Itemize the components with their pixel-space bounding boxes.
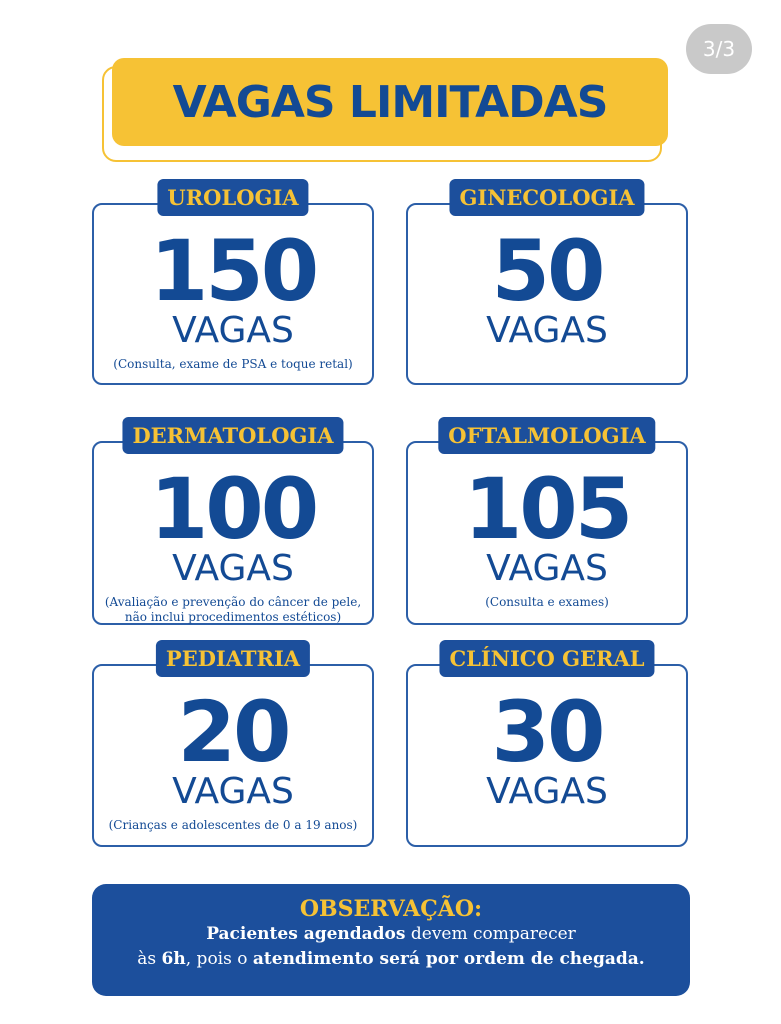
text-run: , pois o [185,949,253,969]
specialty-label: DERMATOLOGIA [122,417,344,454]
note-line: (Consulta e exames) [485,595,609,609]
text-run: Pacientes agendados [206,924,406,944]
specialty-label: CLÍNICO GERAL [439,640,655,677]
specialty-label: OFTALMOLOGIA [438,417,656,454]
specialty-label: PEDIATRIA [155,640,311,677]
text-run: 6h [161,949,186,969]
vacancy-count: 150 [149,222,319,320]
title: VAGAS LIMITADAS [112,58,668,146]
card: OFTALMOLOGIA 105 VAGAS (Consulta e exames) [406,417,688,625]
vacancy-count: 20 [177,683,292,781]
card-note: (Crianças e adolescentes de 0 a 19 anos) [94,818,372,833]
note-line: (Crianças e adolescentes de 0 a 19 anos) [108,818,358,832]
specialty-label: GINECOLOGIA [449,179,645,216]
vacancy-unit: VAGAS [172,310,294,351]
note-line: não inclui procedimentos estéticos) [124,610,342,624]
observation-title: OBSERVAÇÃO: [299,896,483,922]
vacancy-unit: VAGAS [486,548,608,589]
vacancy-unit: VAGAS [172,771,294,812]
vacancy-unit: VAGAS [486,771,608,812]
vacancy-unit: VAGAS [172,548,294,589]
card-note: (Avaliação e prevenção do câncer de pele… [94,595,372,625]
text-run: atendimento será por ordem de chegada. [252,949,645,969]
card: DERMATOLOGIA 100 VAGAS (Avaliação e prevenç… [92,417,374,625]
note-line: (Consulta, exame de PSA e toque retal) [113,357,353,371]
note-line: (Avaliação e prevenção do câncer de pele… [104,595,362,609]
vacancy-count: 100 [149,460,319,558]
card: PEDIATRIA 20 VAGAS (Crianças e adolescentes… [92,640,374,847]
card: GINECOLOGIA 50 VAGAS [406,179,688,385]
vacancy-count: 30 [491,683,606,781]
observation-box: OBSERVAÇÃO: Pacientes agendados devem co… [92,884,690,996]
card-note: (Consulta, exame de PSA e toque retal) [94,357,372,372]
card: CLÍNICO GERAL 30 VAGAS [406,640,688,847]
vacancy-count: 105 [463,460,633,558]
observation-text: Pacientes agendados devem comparecer às 6… [92,922,690,972]
card-note: (Consulta e exames) [408,595,686,610]
page-indicator[interactable]: 3/3 [686,24,752,74]
observation-line: às 6h, pois o atendimento será por ordem… [92,947,690,972]
text-run: às [137,949,162,969]
text-run: devem comparecer [405,924,576,944]
observation-line: Pacientes agendados devem comparecer [92,922,690,947]
specialty-label: UROLOGIA [157,179,309,216]
vacancy-count: 50 [491,222,606,320]
vacancy-unit: VAGAS [486,310,608,351]
card: UROLOGIA 150 VAGAS (Consulta, exame de PSA … [92,179,374,385]
